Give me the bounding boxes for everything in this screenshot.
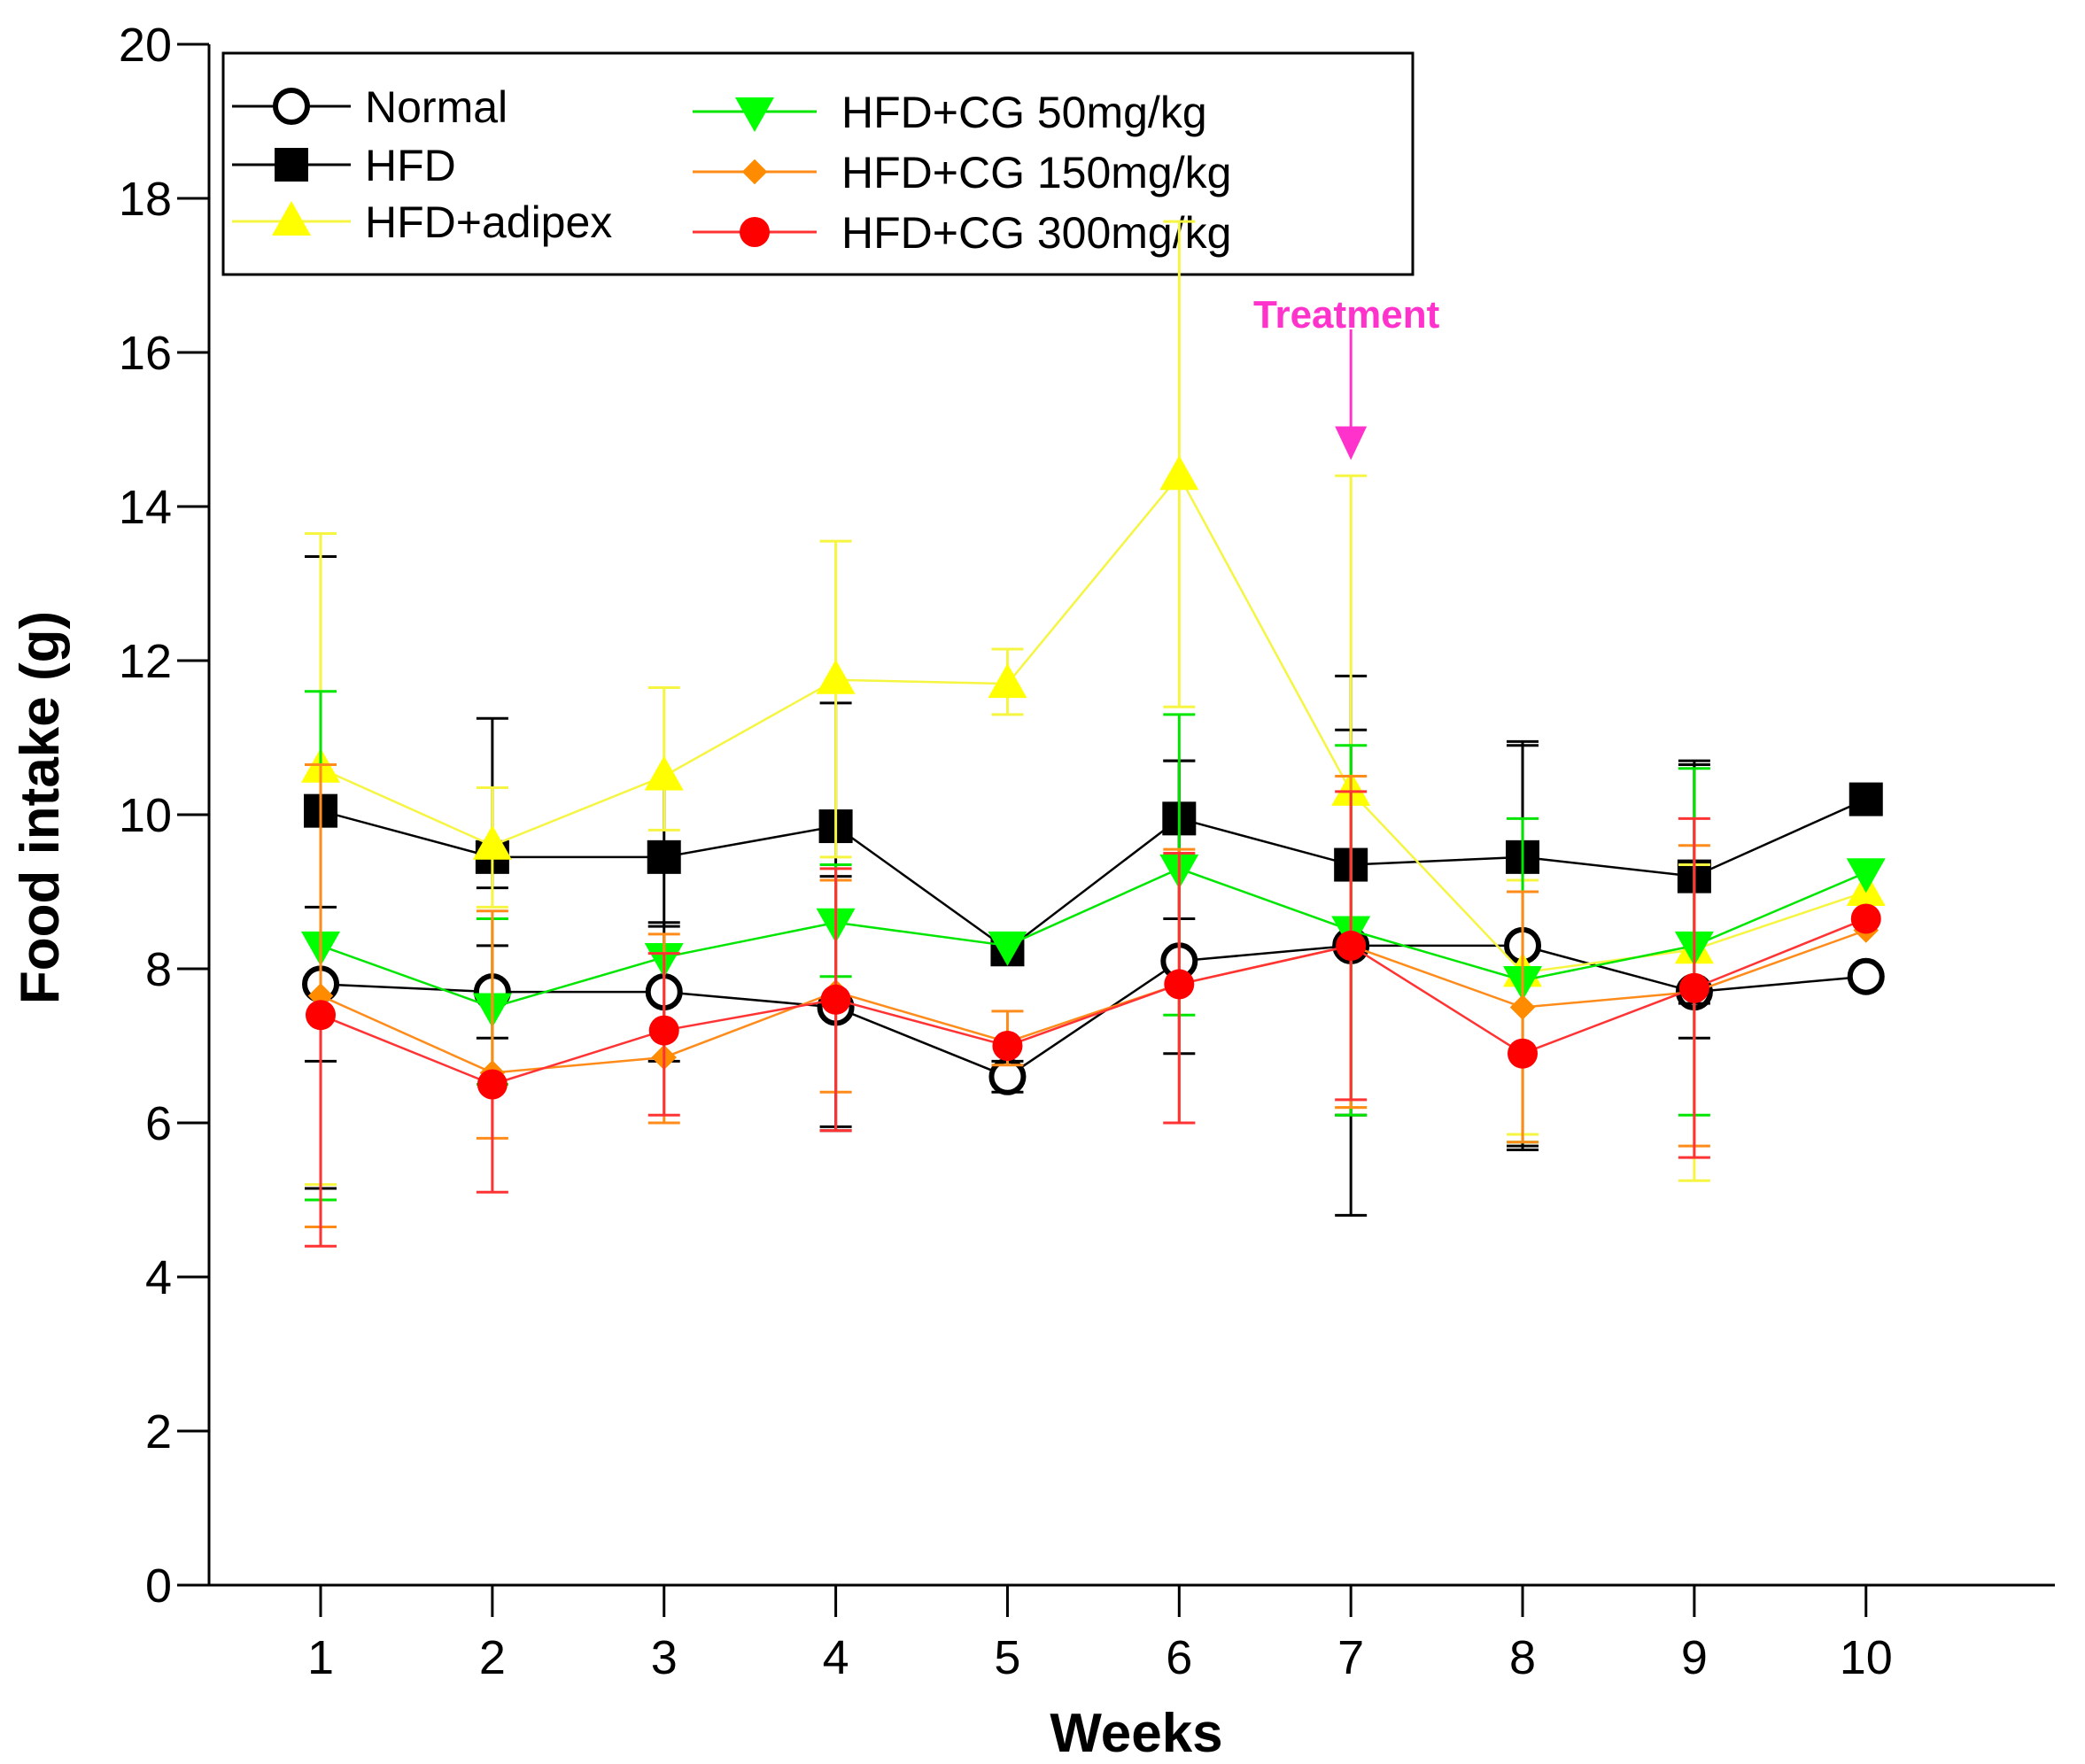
data-point (1849, 782, 1883, 816)
data-point (820, 984, 851, 1015)
legend-label: HFD (365, 141, 456, 190)
x-axis: 1 2 3 4 5 6 7 8 9 10 (209, 1583, 2055, 1684)
legend-item: Normal (232, 82, 508, 132)
legend-marker (273, 88, 310, 125)
series-hfd (304, 555, 1883, 1217)
y-tick-label: 6 (145, 1097, 172, 1150)
legend-item: HFD+CG 150mg/kg (693, 148, 1231, 197)
y-tick-label: 10 (119, 789, 172, 842)
data-point (988, 663, 1027, 699)
data-point (647, 839, 681, 874)
legend-marker (275, 148, 308, 182)
legend-label: HFD+CG 150mg/kg (841, 148, 1231, 197)
data-point (992, 1031, 1023, 1061)
legend-label: HFD+CG 50mg/kg (841, 88, 1207, 137)
legend-item: HFD+adipex (232, 197, 612, 247)
y-axis-title: Food intake (g) (10, 611, 71, 1004)
y-tick-label: 16 (119, 327, 172, 380)
data-point (1847, 957, 1885, 995)
legend: Normal HFD HFD+adipex HFD+CG 50mg/kg HFD+CG … (221, 51, 1415, 276)
y-tick-label: 12 (119, 635, 172, 688)
series-line (320, 944, 1866, 1079)
y-tick-label: 20 (119, 19, 172, 72)
series-line (320, 867, 1867, 1009)
y-tick-label: 18 (119, 173, 172, 226)
data-point (1678, 972, 1709, 1003)
legend-box (221, 51, 1415, 276)
series-layer (301, 220, 1886, 1248)
x-tick-label: 3 (651, 1631, 678, 1684)
series-line (320, 798, 1867, 951)
annotation-layer: Treatment (1253, 293, 1440, 460)
data-point (1846, 858, 1886, 894)
x-tick-label: 2 (479, 1631, 506, 1684)
data-point (644, 755, 684, 791)
data-point (1336, 930, 1367, 961)
data-point (988, 931, 1027, 966)
legend-marker (735, 97, 774, 132)
x-tick-label: 5 (994, 1631, 1020, 1684)
x-tick-label: 7 (1337, 1631, 1364, 1684)
legend-item: HFD (232, 141, 456, 190)
legend-label: HFD+CG 300mg/kg (841, 208, 1231, 258)
y-axis: 0 2 4 6 8 10 12 14 16 18 20 (119, 19, 211, 1613)
treatment-annotation: Treatment (1253, 293, 1440, 337)
x-tick-label: 1 (307, 1631, 334, 1684)
y-tick-label: 2 (145, 1405, 172, 1458)
data-point (816, 659, 856, 694)
data-point (1159, 455, 1199, 491)
x-tick-label: 10 (1840, 1631, 1893, 1684)
legend-label: HFD+adipex (365, 197, 612, 247)
data-point (1850, 903, 1881, 934)
legend-marker (272, 201, 311, 236)
y-tick-label: 14 (119, 481, 172, 534)
series-hfd-adipex (301, 220, 1886, 1187)
series-hfd-cg-150mg-kg (305, 762, 1880, 1228)
treatment-arrow-head (1335, 426, 1368, 460)
series-hfd-cg-300mg-kg (305, 790, 1881, 1248)
x-axis-title: Weeks (1050, 1703, 1222, 1764)
legend-marker (741, 159, 768, 185)
data-point (306, 1000, 337, 1031)
data-point (1509, 994, 1536, 1020)
x-tick-label: 4 (823, 1631, 849, 1684)
series-line (320, 929, 1867, 1074)
legend-item: HFD+CG 300mg/kg (693, 208, 1231, 258)
x-tick-label: 8 (1509, 1631, 1536, 1684)
data-point (477, 1069, 508, 1100)
series-normal (302, 728, 1885, 1148)
legend-label: Normal (365, 82, 508, 132)
y-tick-label: 8 (145, 943, 172, 996)
legend-item: HFD+CG 50mg/kg (693, 88, 1207, 137)
x-tick-label: 9 (1681, 1631, 1708, 1684)
series-line (320, 473, 1867, 974)
data-point (472, 824, 512, 860)
series-hfd-cg-50mg-kg (301, 690, 1886, 1202)
legend-marker (740, 217, 770, 247)
y-tick-label: 4 (145, 1251, 172, 1304)
data-point (648, 1015, 679, 1046)
data-point (1508, 1038, 1539, 1069)
series-line (320, 917, 1867, 1086)
x-tick-label: 6 (1166, 1631, 1192, 1684)
data-point (1164, 969, 1195, 1000)
y-tick-label: 0 (145, 1559, 172, 1613)
